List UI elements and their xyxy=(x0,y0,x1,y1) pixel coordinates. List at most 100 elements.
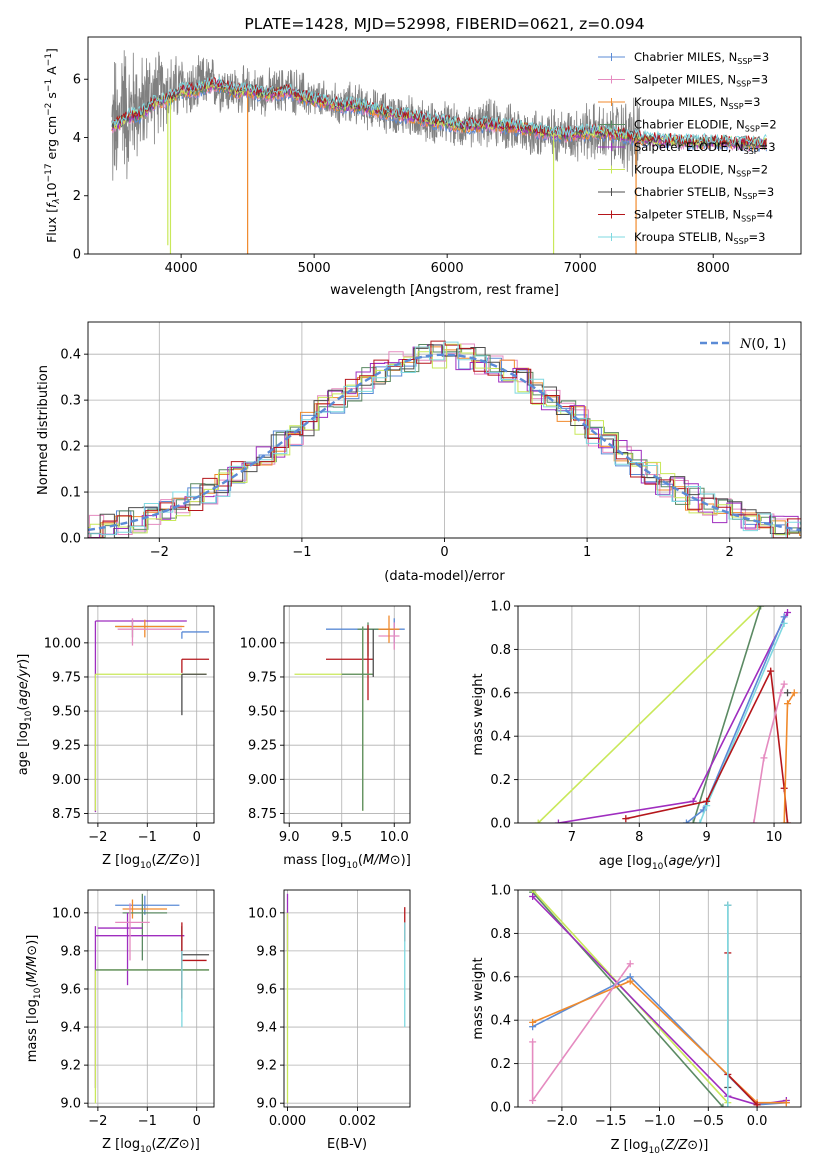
x-tick-label: −2.0 xyxy=(546,1114,578,1129)
y-axis-label: Flux [fλ10−17 erg cm−2 s−1 A−1] xyxy=(44,48,62,243)
x-axis-label: mass [log10(M/M⊙)] xyxy=(283,853,411,871)
x-tick-label: −2 xyxy=(88,1114,107,1129)
histogram-2 xyxy=(88,346,801,538)
y-tick-label: 0 xyxy=(73,248,81,263)
x-tick-label: 10.0 xyxy=(380,830,409,845)
y-tick-label: 1.0 xyxy=(490,600,511,615)
x-tick-label: 9.0 xyxy=(279,830,300,845)
x-tick-label: −1 xyxy=(138,1114,157,1129)
x-tick-label: 0.002 xyxy=(339,1114,376,1129)
y-tick-label: 9.75 xyxy=(52,670,81,685)
x-tick-label: 8 xyxy=(635,830,643,845)
x-tick-label: −1 xyxy=(292,545,311,560)
y-tick-label: 0.4 xyxy=(60,348,81,363)
y-tick-label: 0.4 xyxy=(490,730,511,745)
error-crosses xyxy=(286,893,406,1104)
y-axis-label: mass weight xyxy=(471,957,486,1039)
y-tick-label: 6 xyxy=(73,73,81,88)
weight-line-1 xyxy=(692,606,762,823)
y-tick-label: 0.3 xyxy=(60,394,81,409)
y-tick-label: 9.50 xyxy=(248,705,277,720)
y-tick-label: 9.25 xyxy=(52,739,81,754)
y-tick-label: 9.6 xyxy=(60,982,81,997)
y-tick-label: 0.0 xyxy=(490,817,511,832)
x-axis-label: Z [log10(Z/Z⊙)] xyxy=(102,1137,200,1155)
x-tick-label: 4000 xyxy=(165,261,198,276)
legend-label: Chabrier ELODIE, NSSP=2 xyxy=(634,118,777,134)
y-tick-label: 0.1 xyxy=(60,486,81,501)
axes-frame xyxy=(87,36,802,255)
y-tick-label: 2 xyxy=(73,189,81,204)
x-tick-label: −0.5 xyxy=(693,1114,725,1129)
y-tick-label: 9.8 xyxy=(60,944,81,959)
y-axis-label: mass [log10(M/M⊙)] xyxy=(25,935,43,1063)
y-tick-label: 0.0 xyxy=(60,532,81,547)
x-tick-label: 0.0 xyxy=(747,1114,768,1129)
y-axis-label: Normed distribution xyxy=(36,365,51,495)
x-axis-label: (data-model)/error xyxy=(384,569,505,584)
x-tick-label: 9 xyxy=(703,830,711,845)
x-axis-label: Z [log10(Z/Z⊙)] xyxy=(611,1138,709,1156)
x-tick-label: 10 xyxy=(766,830,783,845)
y-tick-label: 9.0 xyxy=(256,1097,277,1112)
error-crosses xyxy=(294,615,405,811)
legend-label: Chabrier STELIB, NSSP=3 xyxy=(634,185,774,201)
x-tick-label: −2 xyxy=(88,830,107,845)
y-tick-label: 9.6 xyxy=(256,982,277,997)
x-tick-label: −1.5 xyxy=(595,1114,627,1129)
y-tick-label: 0.4 xyxy=(490,1014,511,1029)
x-axis-label: Z [log10(Z/Z⊙)] xyxy=(102,853,200,871)
legend-label: Kroupa STELIB, NSSP=3 xyxy=(634,230,765,246)
legend: N(0, 1) xyxy=(700,337,786,352)
x-axis-label: age [log10(age/yr)] xyxy=(599,854,721,872)
y-tick-label: 10.0 xyxy=(52,906,81,921)
y-tick-label: 0.6 xyxy=(490,970,511,985)
y-tick-label: 9.4 xyxy=(60,1021,81,1036)
y-tick-label: 10.0 xyxy=(248,906,277,921)
y-tick-label: 9.25 xyxy=(248,739,277,754)
y-axis-label: age [log10(age/yr)] xyxy=(16,654,34,776)
y-tick-label: 9.50 xyxy=(52,705,81,720)
axes-frame xyxy=(283,889,411,1108)
normal-reference-curve xyxy=(88,353,801,532)
y-tick-label: 10.00 xyxy=(44,636,81,651)
x-tick-label: 7 xyxy=(568,830,576,845)
weight-lines xyxy=(529,890,790,1107)
y-tick-label: 9.8 xyxy=(256,944,277,959)
weight-line-4 xyxy=(532,980,787,1104)
x-tick-label: 8000 xyxy=(697,261,730,276)
y-tick-label: 9.75 xyxy=(248,670,277,685)
axes-frame xyxy=(517,605,802,824)
y-tick-label: 0.8 xyxy=(490,927,511,942)
legend-label: Chabrier MILES, NSSP=3 xyxy=(634,50,769,66)
legend-label: Salpeter ELODIE, NSSP=3 xyxy=(634,140,776,156)
y-tick-label: 9.0 xyxy=(60,1097,81,1112)
weight-line-0 xyxy=(537,606,762,823)
y-tick-label: 0.0 xyxy=(490,1101,511,1116)
weight-lines xyxy=(534,606,798,823)
legend-label: Kroupa MILES, NSSP=3 xyxy=(634,95,760,111)
x-tick-label: 2 xyxy=(726,545,734,560)
y-tick-label: 0.8 xyxy=(490,643,511,658)
legend-label: Kroupa ELODIE, NSSP=2 xyxy=(634,163,768,179)
y-tick-label: 4 xyxy=(73,131,81,146)
x-tick-label: 0 xyxy=(193,1114,201,1129)
spectrum-lines xyxy=(111,50,767,254)
y-tick-label: 9.2 xyxy=(60,1059,81,1074)
x-tick-label: 9.5 xyxy=(331,830,352,845)
data-layer xyxy=(88,50,801,1107)
x-tick-label: 0 xyxy=(440,545,448,560)
model-line-8 xyxy=(111,76,767,146)
y-tick-label: 9.00 xyxy=(52,773,81,788)
x-tick-label: 7000 xyxy=(564,261,597,276)
x-axis-label: E(B-V) xyxy=(327,1137,367,1152)
x-tick-label: 6000 xyxy=(431,261,464,276)
axes-frame xyxy=(87,605,215,824)
y-tick-label: 0.6 xyxy=(490,686,511,701)
y-tick-label: 9.4 xyxy=(256,1021,277,1036)
legend: Chabrier MILES, NSSP=3 Salpeter MILES, NS… xyxy=(598,50,777,246)
legend-label: N(0, 1) xyxy=(739,337,786,352)
y-tick-label: 8.75 xyxy=(52,807,81,822)
